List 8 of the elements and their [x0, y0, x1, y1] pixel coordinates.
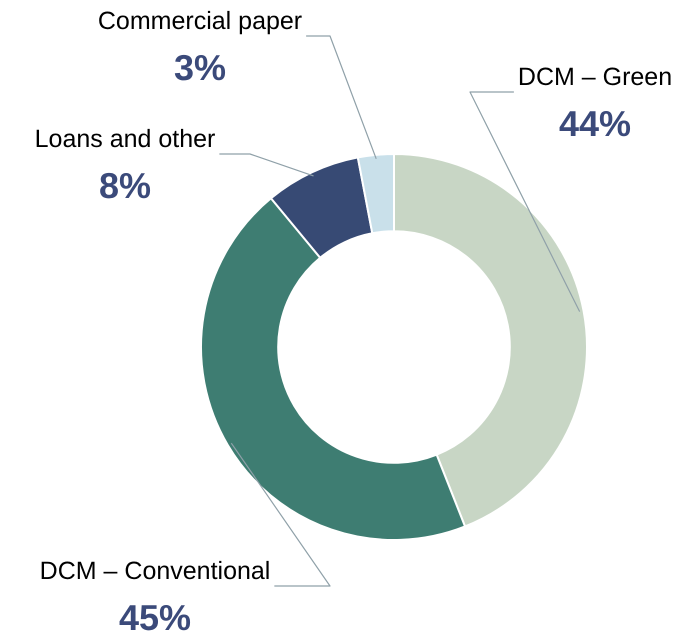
data-label: 44% — [558, 102, 632, 144]
data-label: 45% — [118, 596, 192, 637]
data-label: 3% — [174, 46, 226, 88]
slice-label: Loans and other — [34, 124, 216, 153]
slice-label: DCM – Green — [518, 62, 672, 91]
data-label: 8% — [98, 164, 152, 206]
slice-label: DCM – Conventional — [40, 556, 270, 585]
slice-label: Commercial paper — [98, 6, 302, 35]
